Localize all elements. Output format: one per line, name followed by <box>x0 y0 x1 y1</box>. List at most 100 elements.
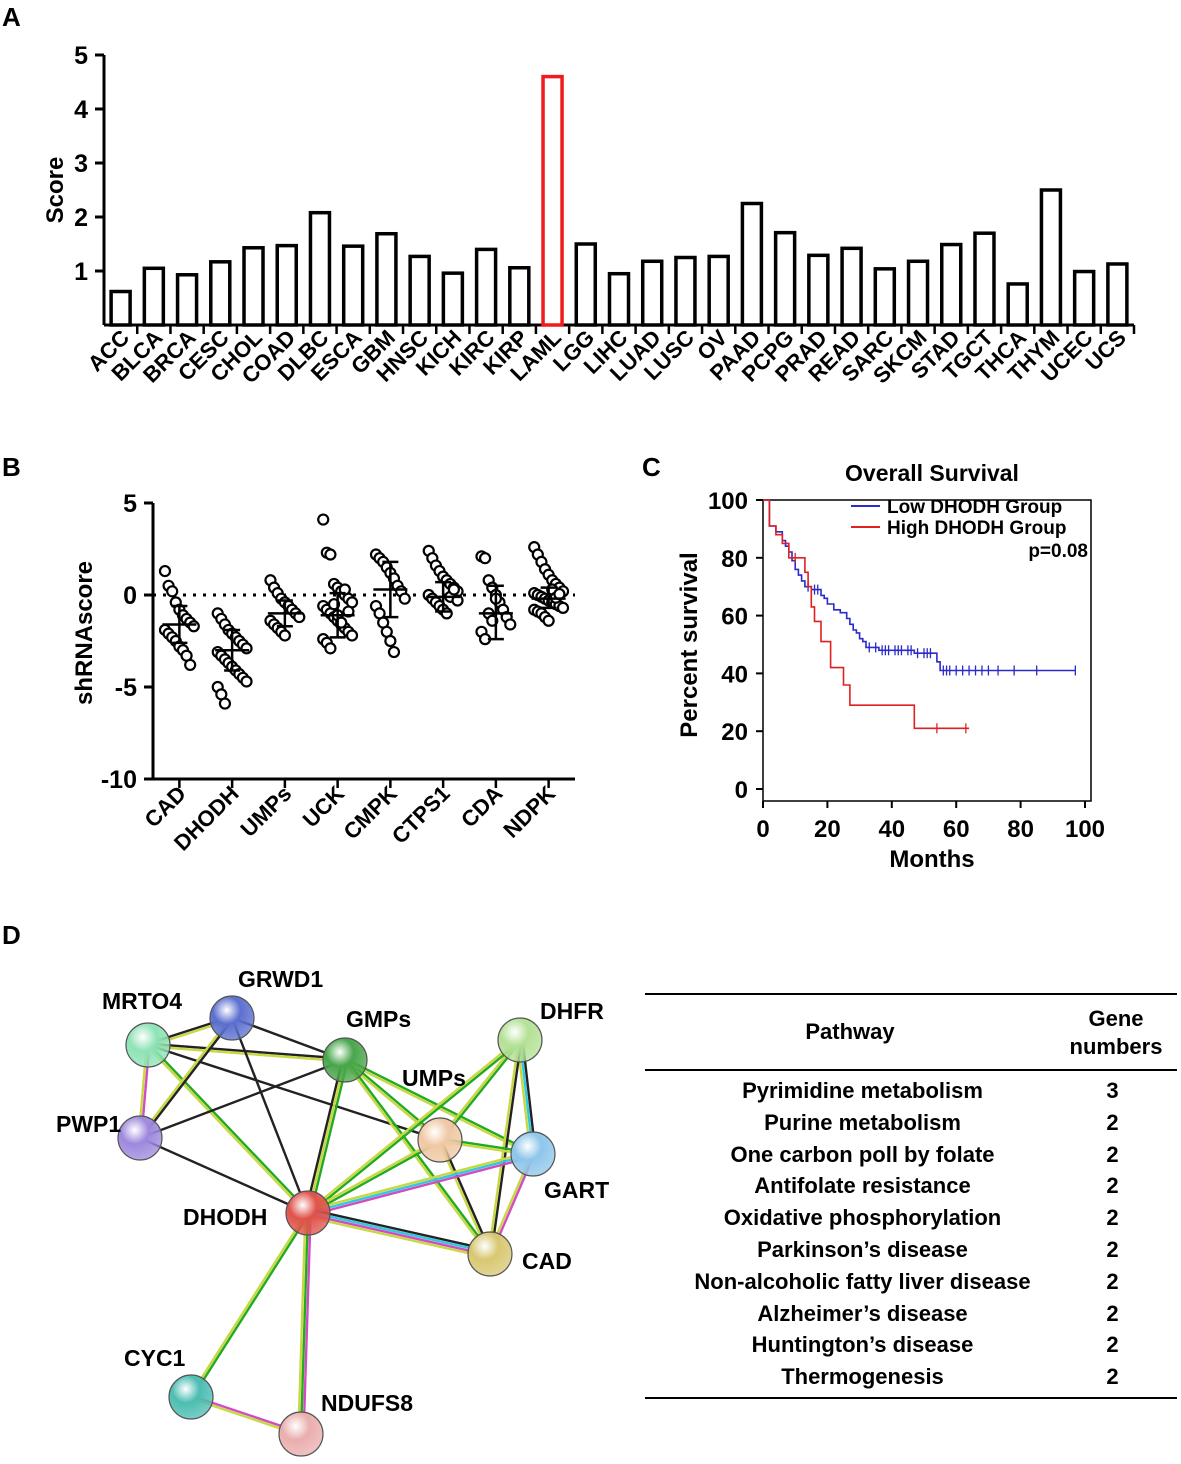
point-umps <box>278 629 291 642</box>
bar-ucs <box>1106 262 1129 327</box>
node-ndufs8 <box>278 1411 324 1457</box>
bar-kirc <box>474 247 498 327</box>
bar-dlbc <box>308 210 332 327</box>
node-label-dhodh: DHODH <box>183 1204 267 1230</box>
table-row: Huntington’s disease 2 <box>645 1329 1177 1361</box>
node-label-pwp1: PWP1 <box>56 1111 121 1137</box>
chart-title: Overall Survival <box>845 460 1019 486</box>
bar-coad <box>275 243 298 327</box>
gene-count-cell: 2 <box>1106 1236 1119 1262</box>
edge-gmps-dhodh <box>306 1059 347 1214</box>
table-row: Antifolate resistance 2 <box>645 1170 1177 1202</box>
point-cmpk <box>398 592 411 605</box>
panel-label-c: C <box>642 452 661 482</box>
point-cda <box>504 618 517 631</box>
edge-gart-dhodh <box>307 1150 533 1212</box>
bar-prad <box>807 253 830 327</box>
bar-paad <box>740 201 764 327</box>
node-label-grwd1: GRWD1 <box>238 966 323 992</box>
header-gene-line2: numbers <box>1069 1034 1163 1059</box>
node-label-gart: GART <box>544 1177 609 1203</box>
y-tick-label: 1 <box>74 258 88 286</box>
pathway-cell: Purine metabolism <box>764 1109 961 1135</box>
table-row: Purine metabolism 2 <box>645 1107 1177 1139</box>
node-umps <box>417 1117 463 1163</box>
edge-dhodh-cyc1 <box>191 1213 311 1399</box>
bar-gbm <box>375 231 398 327</box>
edge-gart-dhodh <box>308 1155 534 1217</box>
node-cyc1 <box>168 1374 214 1420</box>
x-tick-label: 0 <box>756 816 769 843</box>
y-tick-label: 2 <box>74 204 88 232</box>
pathway-cell: Non-alcoholic fatty liver disease <box>694 1268 1031 1294</box>
node-label-umps: UMPs <box>402 1065 466 1091</box>
bar-blca <box>142 266 166 327</box>
edge-grwd1-pwp1 <box>138 1016 232 1138</box>
table-row: Parkinson’s disease 2 <box>645 1234 1177 1266</box>
x-tick-label: 40 <box>878 816 905 843</box>
node-label-gmps: GMPs <box>346 1006 411 1032</box>
point-uck <box>345 629 359 642</box>
panel-label-d: D <box>2 920 21 950</box>
pathway-cell: Oxidative phosphorylation <box>723 1205 1002 1231</box>
gene-count-cell: 2 <box>1106 1300 1119 1326</box>
point-ctps1 <box>447 583 461 596</box>
node-label-mrto4: MRTO4 <box>102 988 182 1014</box>
y-tick-label: 4 <box>74 96 88 124</box>
bar-hnsc <box>408 254 431 327</box>
node-mrto4 <box>125 1022 171 1068</box>
table-row: Pyrimidine metabolism 3 <box>645 1075 1177 1107</box>
bar-stad <box>940 242 963 327</box>
edge-mrto4-gmps <box>148 1042 346 1060</box>
y-axis-label: Score <box>42 157 69 224</box>
bar-thym <box>1039 188 1063 327</box>
pathway-cell: One carbon poll by folate <box>730 1141 995 1167</box>
gene-count-cell: 2 <box>1106 1268 1119 1294</box>
y-tick-label: -10 <box>101 766 137 794</box>
node-gart <box>510 1131 556 1177</box>
header-gene-line1: Gene <box>1088 1006 1144 1031</box>
bar-luad <box>640 259 664 327</box>
edge-dhfr-dhodh <box>306 1038 520 1213</box>
bar-tgct <box>973 231 996 327</box>
edge-dhodh-cad <box>308 1210 491 1254</box>
bar-brca <box>175 273 199 327</box>
bar-cesc <box>209 260 232 327</box>
edge-umps-dhodh <box>306 1137 440 1213</box>
gene-count-cell: 2 <box>1106 1173 1119 1199</box>
bar-lusc <box>674 255 697 327</box>
x-tick-label: 100 <box>1065 816 1105 843</box>
y-axis-label: shRNAscore <box>71 561 98 705</box>
point-uck <box>324 548 337 561</box>
edge-mrto4-dhodh <box>146 1045 308 1215</box>
bar-pcpg <box>773 230 797 327</box>
y-tick-label: 0 <box>123 582 137 610</box>
x-tick-label: 80 <box>1007 816 1034 843</box>
bar-ucec <box>1072 269 1096 327</box>
bar-thca <box>1006 282 1029 327</box>
bar-laml <box>541 74 564 327</box>
pathway-cell: Alzheimer’s disease <box>757 1300 968 1326</box>
edge-dhfr-dhodh <box>308 1040 522 1215</box>
header-gene-numbers: Gene numbers <box>1055 1005 1177 1061</box>
edge-pwp1-gmps <box>139 1058 346 1140</box>
edge-umps-dhodh <box>308 1140 442 1216</box>
y-tick-label: 20 <box>721 719 748 746</box>
pathway-cell: Thermogenesis <box>781 1364 944 1390</box>
edge-dhodh-cad <box>307 1213 490 1257</box>
point-dhodh <box>218 697 232 710</box>
bar-acc <box>109 289 132 327</box>
point-cad <box>184 658 197 672</box>
panel-label-a: A <box>2 2 21 32</box>
pathway-cell: Huntington’s disease <box>751 1332 974 1358</box>
y-tick-label: 5 <box>123 490 137 518</box>
node-label-ndufs8: NDUFS8 <box>321 1390 413 1416</box>
point-cda <box>478 552 492 565</box>
bar-ov <box>707 254 730 327</box>
edge-dhodh-ndufs8 <box>297 1212 307 1434</box>
table-body: Pyrimidine metabolism 3 Purine metabolism 2… <box>645 1071 1177 1399</box>
y-tick-label: 60 <box>721 604 748 631</box>
point-cad <box>158 564 172 578</box>
